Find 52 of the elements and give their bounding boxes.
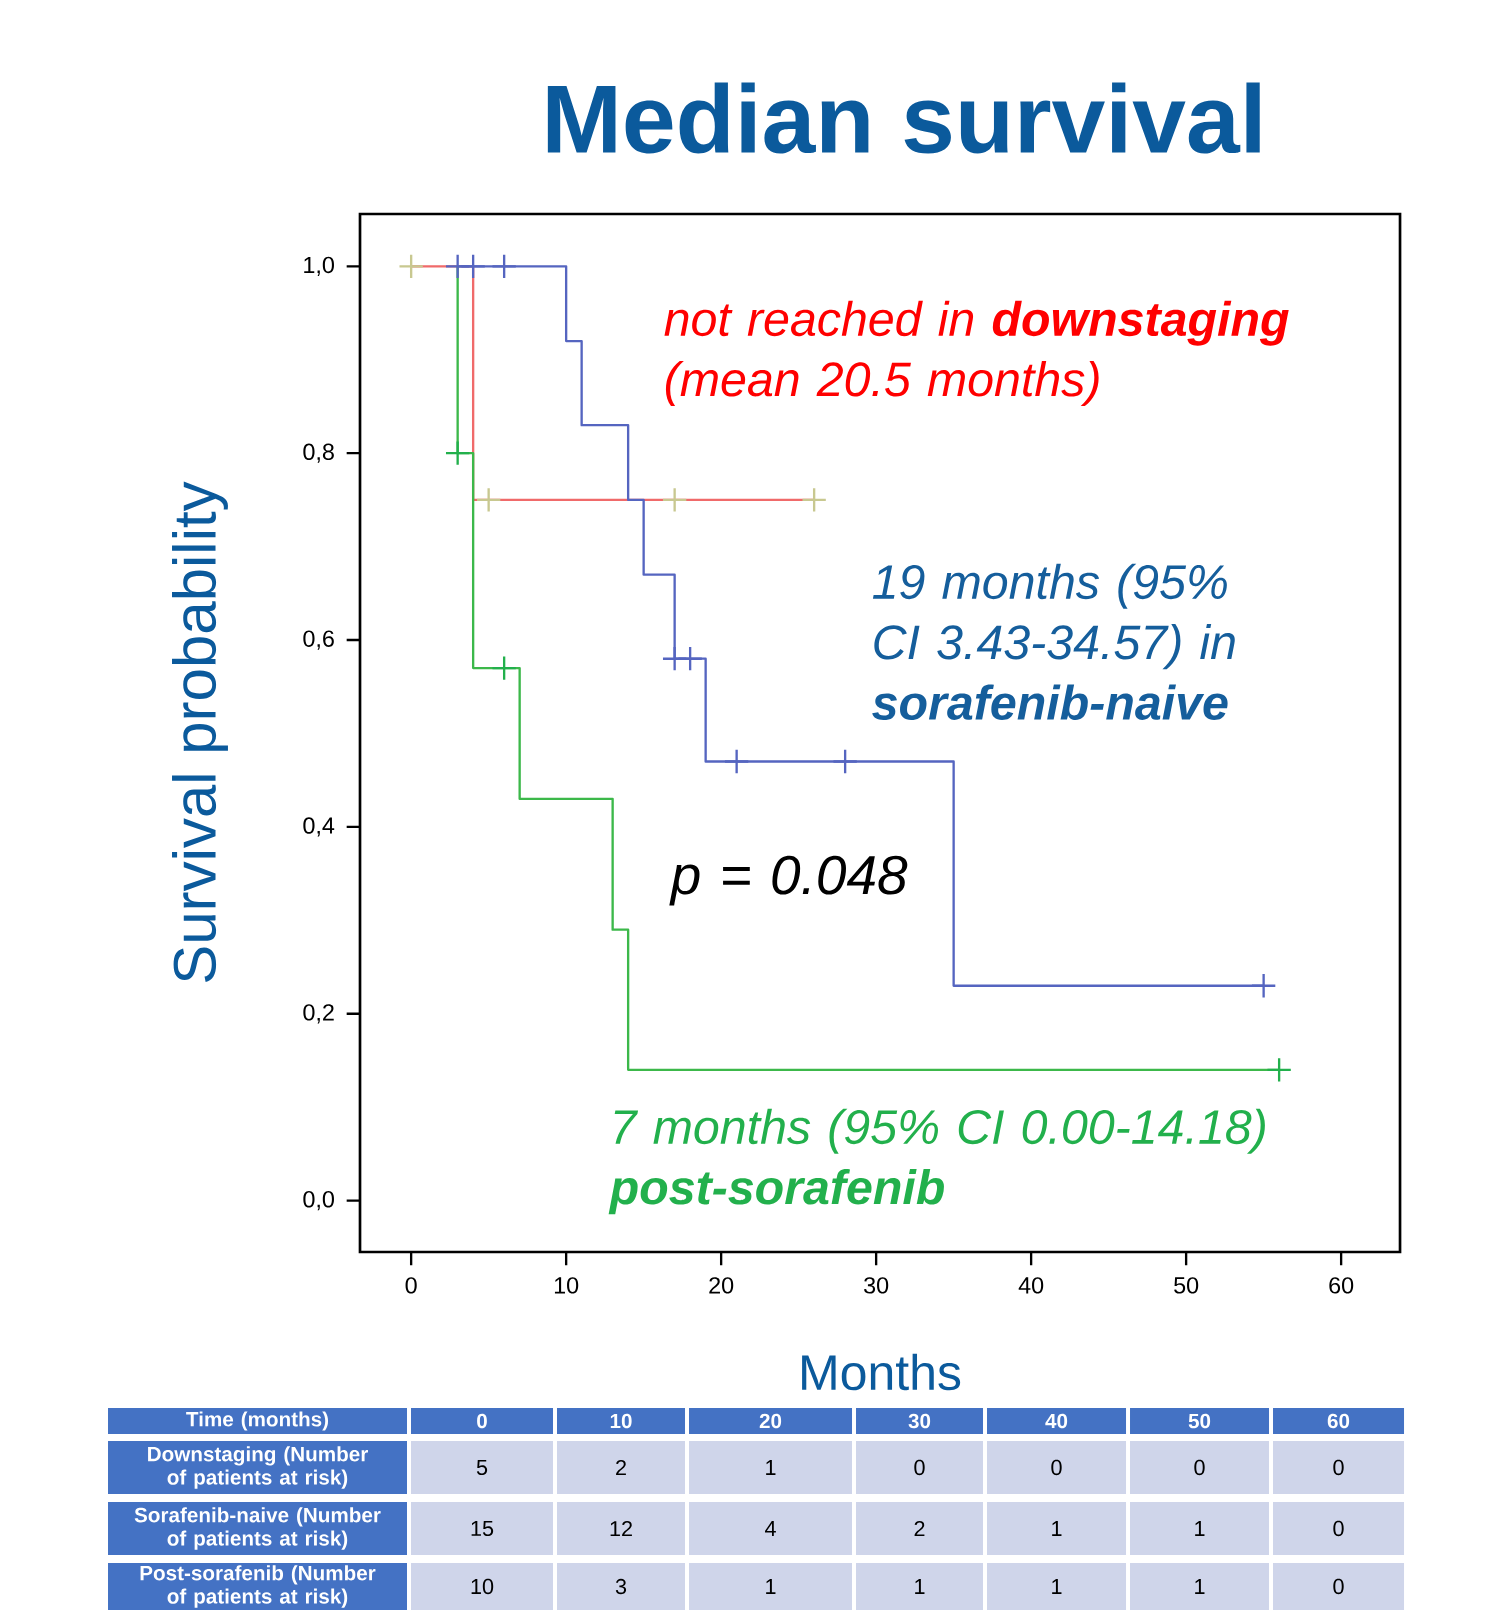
x-tick-label: 10 (554, 1277, 579, 1294)
x-tick-label: 0 (405, 1277, 417, 1294)
text: Post-sorafenib (Number of patients at risk) (140, 1565, 376, 1608)
text: 2 (616, 1459, 626, 1476)
x-tick-label: 60 (1329, 1277, 1354, 1294)
annotation: not reached in downstaging (mean 20.5 months) (664, 300, 1289, 407)
text: 50 (1188, 1413, 1211, 1429)
x-tick-label: 20 (709, 1277, 734, 1294)
text: 0 (1333, 1520, 1344, 1537)
text: Sorafenib-naive (Number of patients at risk) (134, 1507, 381, 1550)
annotation: 7 months (95% CI 0.00-14.18) post-sorafenib (608, 1108, 1265, 1215)
y-tick-label: 0,6 (303, 630, 334, 650)
y-tick-label: 0,4 (303, 817, 335, 837)
text: 40 (1045, 1413, 1068, 1429)
text: 15 (471, 1520, 494, 1537)
text: 1 (766, 1579, 776, 1594)
x-tick-label: 40 (1018, 1277, 1044, 1294)
text: 0 (1333, 1459, 1344, 1476)
text: Time (months) (186, 1411, 329, 1431)
text: 1 (1052, 1579, 1062, 1594)
text: 60 (1327, 1413, 1350, 1429)
y-tick-label: 0,2 (303, 1004, 334, 1024)
text: 0 (1194, 1459, 1205, 1476)
text: Downstaging (Number of patients at risk) (148, 1446, 368, 1489)
text: 0 (1051, 1459, 1062, 1476)
text: 0 (914, 1459, 925, 1476)
text: 1 (915, 1579, 925, 1594)
text: 1 (1195, 1521, 1205, 1536)
text: 0 (477, 1413, 487, 1429)
text: 1 (1052, 1521, 1062, 1536)
text: 20 (759, 1413, 782, 1429)
y-axis-title: Survival probability (172, 481, 228, 983)
text: 2 (914, 1520, 925, 1537)
chart-title: Median survival (547, 82, 1260, 154)
text: 5 (476, 1459, 488, 1476)
text: 1 (1195, 1579, 1205, 1594)
text: 3 (615, 1578, 627, 1595)
text: 12 (610, 1520, 632, 1537)
y-tick-label: 1,0 (304, 256, 334, 276)
text: 1 (766, 1460, 776, 1475)
text: 0 (1333, 1578, 1344, 1595)
text: 10 (471, 1578, 494, 1595)
x-tick-label: 30 (864, 1277, 889, 1294)
x-axis-title: Months (802, 1353, 961, 1391)
y-tick-label: 0,8 (303, 443, 334, 463)
y-tick-label: 0,0 (303, 1191, 334, 1211)
text: 10 (610, 1413, 632, 1429)
annotation: 19 months (95% CI 3.43-34.57) in sorafenib-naive (872, 563, 1235, 720)
text: 30 (908, 1413, 931, 1429)
text: 4 (765, 1521, 776, 1536)
annotation: p = 0.048 (669, 855, 908, 906)
x-tick-label: 50 (1174, 1277, 1199, 1294)
